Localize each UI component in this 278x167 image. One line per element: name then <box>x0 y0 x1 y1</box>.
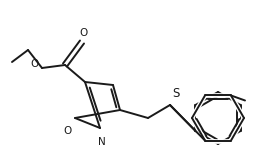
Text: O: O <box>80 28 88 38</box>
Text: S: S <box>172 87 179 100</box>
Text: O: O <box>63 126 71 136</box>
Text: O: O <box>31 59 39 69</box>
Text: N: N <box>98 137 106 147</box>
